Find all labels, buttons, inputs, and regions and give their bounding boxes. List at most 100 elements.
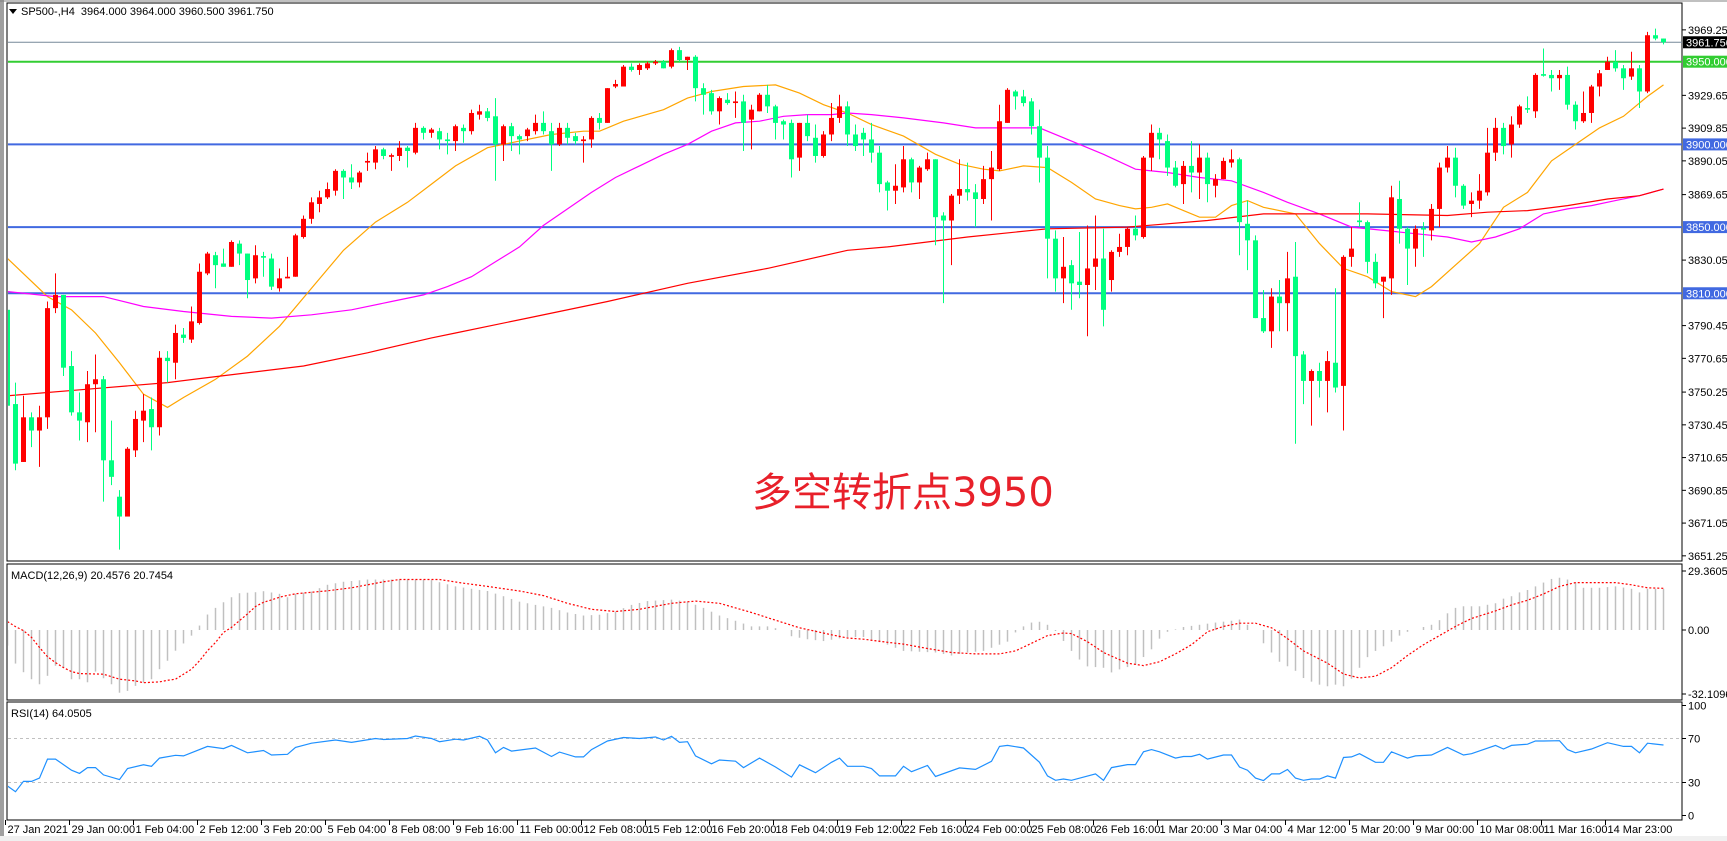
rsi-tick-label: 100 [1688, 701, 1706, 713]
candle-body [845, 106, 850, 135]
candle-bearish [421, 126, 426, 140]
candle-body [197, 271, 202, 324]
candle-bullish [85, 370, 90, 443]
candle-bearish [237, 240, 242, 266]
candle-body [661, 61, 666, 69]
time-tick-label: 1 Feb 04:00 [136, 824, 195, 836]
candle-bullish [1605, 56, 1610, 70]
candle-body [1653, 35, 1658, 39]
candle-body [1621, 68, 1626, 79]
candle-bullish [1469, 192, 1474, 218]
macd-pane[interactable] [8, 577, 1665, 693]
candle-body [1133, 228, 1138, 236]
candle-body [1445, 157, 1450, 168]
candle-bullish [1389, 185, 1394, 295]
candle-body [53, 294, 58, 309]
candle-bullish [1645, 31, 1650, 94]
candle-body [1101, 258, 1106, 310]
candle-body [293, 235, 298, 277]
candle-body [805, 122, 810, 137]
candle-bearish [1293, 241, 1298, 444]
moving-average-line-2 [8, 188, 1664, 397]
triangle-down-icon[interactable] [9, 9, 17, 14]
candle-body [573, 136, 578, 142]
rsi-line [8, 735, 1664, 793]
candle-bearish [13, 382, 18, 471]
candle-bullish [253, 245, 258, 284]
candle-body [1237, 159, 1242, 223]
time-tick-label: 1 Mar 20:00 [1160, 824, 1219, 836]
candle-bullish [229, 240, 234, 267]
candle-body [1341, 256, 1346, 386]
candle-bullish [1093, 215, 1098, 290]
candle-bullish [317, 190, 322, 213]
candle-bearish [845, 101, 850, 147]
time-tick-label: 14 Mar 23:00 [1608, 824, 1673, 836]
candle-bullish [1477, 174, 1482, 209]
candle-body [1229, 159, 1234, 163]
candle-bearish [405, 146, 410, 168]
candle-bullish [373, 146, 378, 170]
candle-body [973, 192, 978, 199]
candle-body [8, 309, 10, 406]
candle-body [933, 159, 938, 218]
candle-bullish [1437, 162, 1442, 228]
candle-bearish [1357, 202, 1362, 228]
candle-body [1173, 167, 1178, 186]
candle-body [885, 182, 890, 191]
candle-body [1317, 370, 1322, 381]
candle-bearish [1045, 146, 1050, 279]
candle-bullish [989, 151, 994, 221]
candle-body [109, 460, 114, 477]
candle-body [1453, 157, 1458, 186]
candle-body [1565, 74, 1570, 105]
candle-body [389, 155, 394, 157]
candle-body [357, 172, 362, 183]
price-tick-label: 3890.050 [1688, 156, 1727, 168]
candle-bullish [997, 104, 1002, 171]
candle-bullish [1149, 124, 1154, 171]
candle-bullish [621, 65, 626, 87]
candle-bearish [381, 147, 386, 160]
candle-bearish [549, 122, 554, 171]
candle-bullish [925, 152, 930, 171]
candle-body [1605, 61, 1610, 70]
candle-bullish [1485, 127, 1490, 196]
rsi-pane[interactable] [8, 735, 1683, 793]
candle-bearish [1261, 289, 1266, 333]
candle-body [1085, 268, 1090, 285]
candle-bullish [1557, 69, 1562, 90]
candle-bearish [509, 122, 514, 152]
time-tick-label: 10 Mar 08:00 [1480, 824, 1545, 836]
candle-bullish [1533, 73, 1538, 118]
candle-bullish [757, 93, 762, 112]
candle-body [525, 129, 530, 137]
candle-bearish [1333, 288, 1338, 393]
candle-bullish [525, 127, 530, 142]
candle-bullish [589, 116, 594, 148]
candle-body [541, 122, 546, 132]
candle-bearish [1621, 65, 1626, 90]
candle-bullish [45, 301, 50, 429]
candle-bullish [309, 197, 314, 224]
candle-bearish [765, 84, 770, 113]
time-axis: 27 Jan 2021 29 Jan 00:00 1 Feb 04:00 2 Feb … [5, 820, 1673, 836]
candle-bearish [1189, 141, 1194, 193]
level-price-tag [1683, 287, 1727, 300]
candle-bearish [1405, 227, 1410, 285]
candle-body [1517, 106, 1522, 125]
candle-body [773, 106, 778, 123]
candle-body [229, 241, 234, 267]
candle-bullish [637, 63, 642, 75]
candle-bullish [1325, 351, 1330, 413]
candle-bearish [813, 124, 818, 163]
price-pane[interactable] [5, 28, 1682, 550]
candle-body [1485, 152, 1490, 193]
price-tick-label: 3969.250 [1688, 25, 1727, 37]
candle-body [1245, 223, 1250, 241]
candle-bullish [557, 122, 562, 147]
candle-bearish [773, 104, 778, 140]
candle-bullish [981, 165, 986, 204]
